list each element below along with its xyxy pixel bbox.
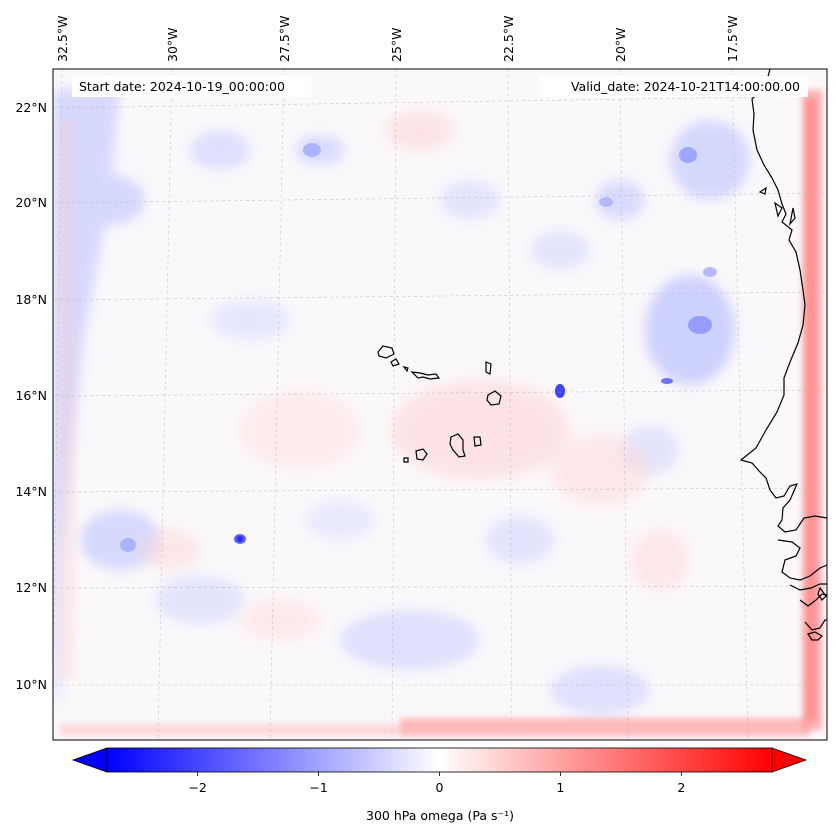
lon-label: 25°W — [389, 27, 404, 62]
island-maio — [473, 436, 482, 447]
lon-label: 30°W — [165, 27, 180, 62]
colorbar-extend-high — [771, 747, 808, 773]
colorbar-tick-label: −1 — [309, 780, 327, 795]
island-sao-vicente — [390, 358, 400, 367]
colorbar-gradient — [106, 747, 773, 773]
island-sao-nicolau — [410, 371, 441, 380]
colorbar-ticks: −2 −1 0 1 2 — [188, 772, 685, 795]
island-fogo — [415, 448, 428, 461]
omega-field — [53, 69, 827, 740]
lon-label: 17.5°W — [725, 16, 740, 62]
colorbar: −2 −1 0 1 2 300 hPa omega (Pa s⁻¹) — [71, 747, 808, 823]
island-sal — [485, 361, 492, 375]
colorbar-extend-low — [71, 747, 108, 773]
lat-label: 12°N — [15, 580, 47, 595]
gridlines — [53, 69, 827, 740]
colorbar-tick-label: 0 — [436, 780, 444, 795]
colorbar-tick-label: 2 — [677, 780, 685, 795]
lat-label: 20°N — [15, 195, 47, 210]
colorbar-tick-label: 1 — [556, 780, 564, 795]
lon-label: 32.5°W — [55, 16, 70, 62]
valid-date-label: Valid_date: 2024-10-21T14:00:00.00 — [571, 79, 800, 94]
coastlines — [377, 69, 827, 641]
lat-label: 14°N — [15, 484, 47, 499]
africa-coastline — [739, 69, 827, 533]
island-santo-antao — [377, 345, 395, 359]
map-frame — [52, 68, 828, 741]
lon-label: 20°W — [613, 27, 628, 62]
island-santiago — [449, 433, 466, 458]
longitude-labels: 32.5°W 30°W 27.5°W 25°W 22.5°W 20°W 17.5… — [55, 16, 740, 62]
island-boa-vista — [486, 390, 502, 406]
colorbar-label: 300 hPa omega (Pa s⁻¹) — [366, 808, 514, 823]
latitude-labels: 22°N 20°N 18°N 16°N 14°N 12°N 10°N — [15, 100, 47, 692]
colorbar-tick-label: −2 — [188, 780, 206, 795]
lat-label: 16°N — [15, 388, 47, 403]
start-date-label: Start date: 2024-10-19_00:00:00 — [79, 79, 285, 94]
lat-label: 18°N — [15, 292, 47, 307]
island-santa-luzia — [402, 366, 409, 373]
lon-label: 27.5°W — [277, 16, 292, 62]
lat-label: 10°N — [15, 677, 47, 692]
lon-label: 22.5°W — [501, 16, 516, 62]
lat-label: 22°N — [15, 100, 47, 115]
island-brava — [403, 457, 409, 463]
